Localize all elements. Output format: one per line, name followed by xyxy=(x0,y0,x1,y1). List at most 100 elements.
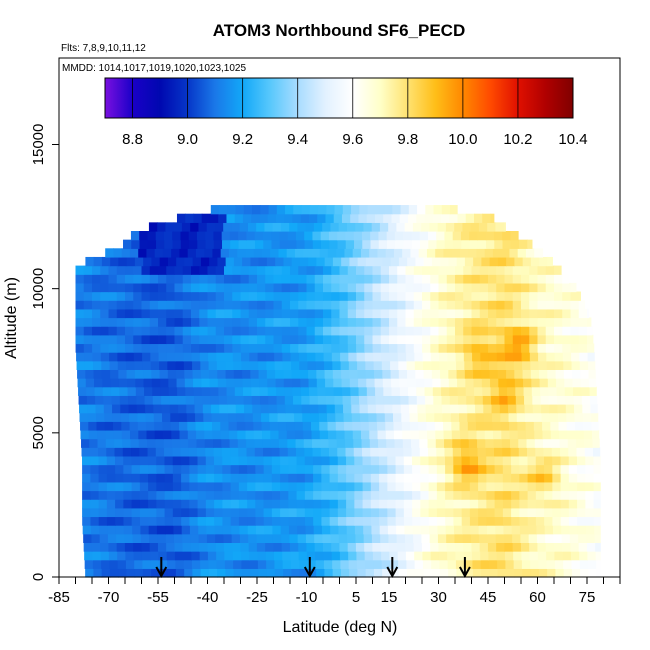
field-cell xyxy=(180,231,190,241)
field-cell xyxy=(376,404,385,414)
field-cell xyxy=(270,438,280,448)
field-cell xyxy=(406,360,416,370)
field-cell xyxy=(240,282,250,293)
field-cell xyxy=(531,386,541,396)
field-cell xyxy=(191,308,200,319)
field-cell xyxy=(323,343,332,353)
field-cell xyxy=(178,404,187,414)
field-cell xyxy=(521,291,530,301)
field-cell xyxy=(354,516,364,526)
field-cell xyxy=(118,568,127,578)
field-cell xyxy=(438,291,448,301)
field-cell xyxy=(163,231,173,241)
field-cell xyxy=(199,274,209,284)
field-cell xyxy=(464,568,474,578)
field-cell xyxy=(280,499,289,509)
field-cell xyxy=(444,231,454,241)
field-cell xyxy=(469,464,479,474)
field-cell xyxy=(347,326,357,336)
field-cell xyxy=(390,360,399,370)
field-cell xyxy=(519,516,529,526)
field-cell xyxy=(207,542,217,552)
field-cell xyxy=(537,551,547,561)
field-cell xyxy=(417,412,427,422)
field-cell xyxy=(199,352,209,362)
field-cell xyxy=(239,222,249,232)
field-cell xyxy=(174,265,184,275)
field-cell xyxy=(338,222,348,232)
field-cell xyxy=(265,334,275,345)
field-cell xyxy=(314,326,324,336)
field-cell xyxy=(428,239,438,249)
flights-annotation: Flts: 7,8,9,10,11,12 xyxy=(61,43,146,54)
field-cell xyxy=(366,378,376,388)
field-cell xyxy=(355,222,365,232)
field-cell xyxy=(249,559,259,569)
field-cell xyxy=(83,291,93,301)
field-cell xyxy=(382,378,392,388)
field-cell xyxy=(141,542,151,552)
field-cell xyxy=(486,507,496,518)
field-cell xyxy=(408,205,418,215)
field-cell xyxy=(117,352,127,362)
field-cell xyxy=(247,490,256,500)
field-cell xyxy=(161,395,170,405)
colorbar-tick-label: 10.0 xyxy=(448,131,477,148)
field-cell xyxy=(509,248,519,258)
field-cell xyxy=(506,256,515,267)
field-cell xyxy=(225,369,235,379)
field-cell xyxy=(257,265,266,275)
field-cell xyxy=(431,360,441,370)
field-cell xyxy=(500,412,510,422)
field-cell xyxy=(570,343,580,353)
field-cell xyxy=(489,369,499,379)
field-cell xyxy=(250,568,259,578)
field-cell xyxy=(591,412,599,422)
field-cell xyxy=(364,334,374,345)
field-cell xyxy=(420,490,430,500)
field-cell xyxy=(481,256,491,267)
field-cell xyxy=(205,239,215,249)
field-cell xyxy=(344,429,354,440)
field-cell xyxy=(232,308,242,319)
field-cell xyxy=(533,412,543,422)
field-cell xyxy=(323,282,332,293)
field-cell xyxy=(347,265,357,275)
field-cell xyxy=(504,334,514,345)
field-cell xyxy=(142,360,152,370)
field-cell xyxy=(485,438,495,448)
field-cell xyxy=(455,326,464,336)
field-cell xyxy=(234,378,244,388)
field-cell xyxy=(519,473,529,483)
field-cell xyxy=(469,231,479,241)
field-cell xyxy=(588,568,598,578)
field-cell xyxy=(223,222,233,232)
field-cell xyxy=(529,265,539,275)
field-cell xyxy=(527,464,537,474)
field-cell xyxy=(387,464,397,474)
field-cell xyxy=(372,343,382,353)
field-cell xyxy=(93,568,103,578)
field-cell xyxy=(372,542,382,552)
field-cell xyxy=(298,308,308,319)
field-cell xyxy=(166,265,176,275)
field-cell xyxy=(151,378,161,388)
field-cell xyxy=(174,282,184,293)
field-cell xyxy=(387,490,397,500)
field-cell xyxy=(546,360,556,370)
field-cell xyxy=(412,481,421,492)
field-cell xyxy=(471,282,481,293)
field-cell xyxy=(403,231,413,241)
field-cell xyxy=(537,343,547,353)
field-cell xyxy=(100,317,110,327)
field-cell xyxy=(463,551,473,561)
field-cell xyxy=(281,265,291,275)
field-cell xyxy=(297,525,307,535)
field-cell xyxy=(337,481,347,492)
field-cell xyxy=(203,412,213,422)
field-cell xyxy=(444,438,453,448)
field-cell xyxy=(570,300,580,310)
field-cell xyxy=(350,395,360,405)
field-cell xyxy=(446,533,456,543)
field-cell xyxy=(587,317,592,327)
